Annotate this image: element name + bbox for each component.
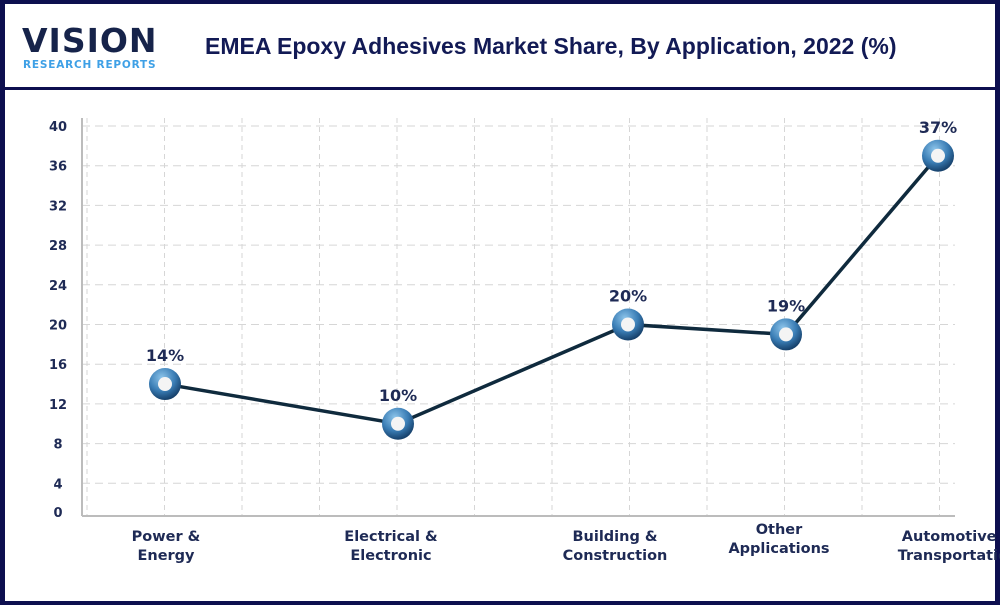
data-label: 14% (146, 346, 184, 365)
logo-subtitle: RESEARCH REPORTS (23, 59, 157, 71)
data-point-marker-center (391, 416, 405, 431)
header-divider (0, 87, 1000, 90)
y-tick-label: 8 (53, 438, 62, 453)
logo: VISION (22, 21, 158, 60)
border-left (0, 0, 5, 605)
y-tick-label: 20 (49, 319, 67, 334)
x-tick-label: Building & (572, 529, 657, 545)
y-tick-label: 32 (49, 199, 67, 214)
x-tick-label: Automotive & (902, 529, 1000, 545)
border-bottom (0, 601, 1000, 605)
chart-title: EMEA Epoxy Adhesives Market Share, By Ap… (205, 33, 897, 59)
y-tick-label: 16 (49, 358, 67, 373)
data-label: 10% (379, 386, 417, 405)
x-tick-label: Energy (137, 548, 195, 564)
border-top (0, 0, 1000, 4)
x-tick-label: Power & (132, 529, 201, 545)
x-tick-label: Electronic (350, 548, 431, 564)
y-tick-label: 36 (49, 160, 67, 175)
y-tick-label: 24 (49, 279, 67, 294)
data-label: 19% (767, 296, 805, 315)
data-point-marker-center (621, 317, 635, 332)
x-tick-label: Transportation (898, 548, 1000, 564)
y-tick-label: 28 (49, 239, 67, 254)
data-point-marker-center (779, 327, 793, 342)
y-tick-label: 4 (53, 477, 62, 492)
data-point-marker-center (931, 148, 945, 163)
x-tick-label: Other (756, 522, 803, 538)
y-tick-label: 0 (53, 506, 62, 521)
y-tick-label: 12 (49, 398, 67, 413)
data-label: 37% (919, 118, 957, 137)
data-label: 20% (609, 287, 647, 306)
data-point-marker-center (158, 377, 172, 392)
y-tick-label: 40 (49, 120, 67, 135)
x-tick-label: Construction (563, 548, 668, 564)
border-right (995, 0, 1000, 605)
x-tick-label: Applications (728, 541, 829, 557)
x-tick-label: Electrical & (344, 529, 438, 545)
